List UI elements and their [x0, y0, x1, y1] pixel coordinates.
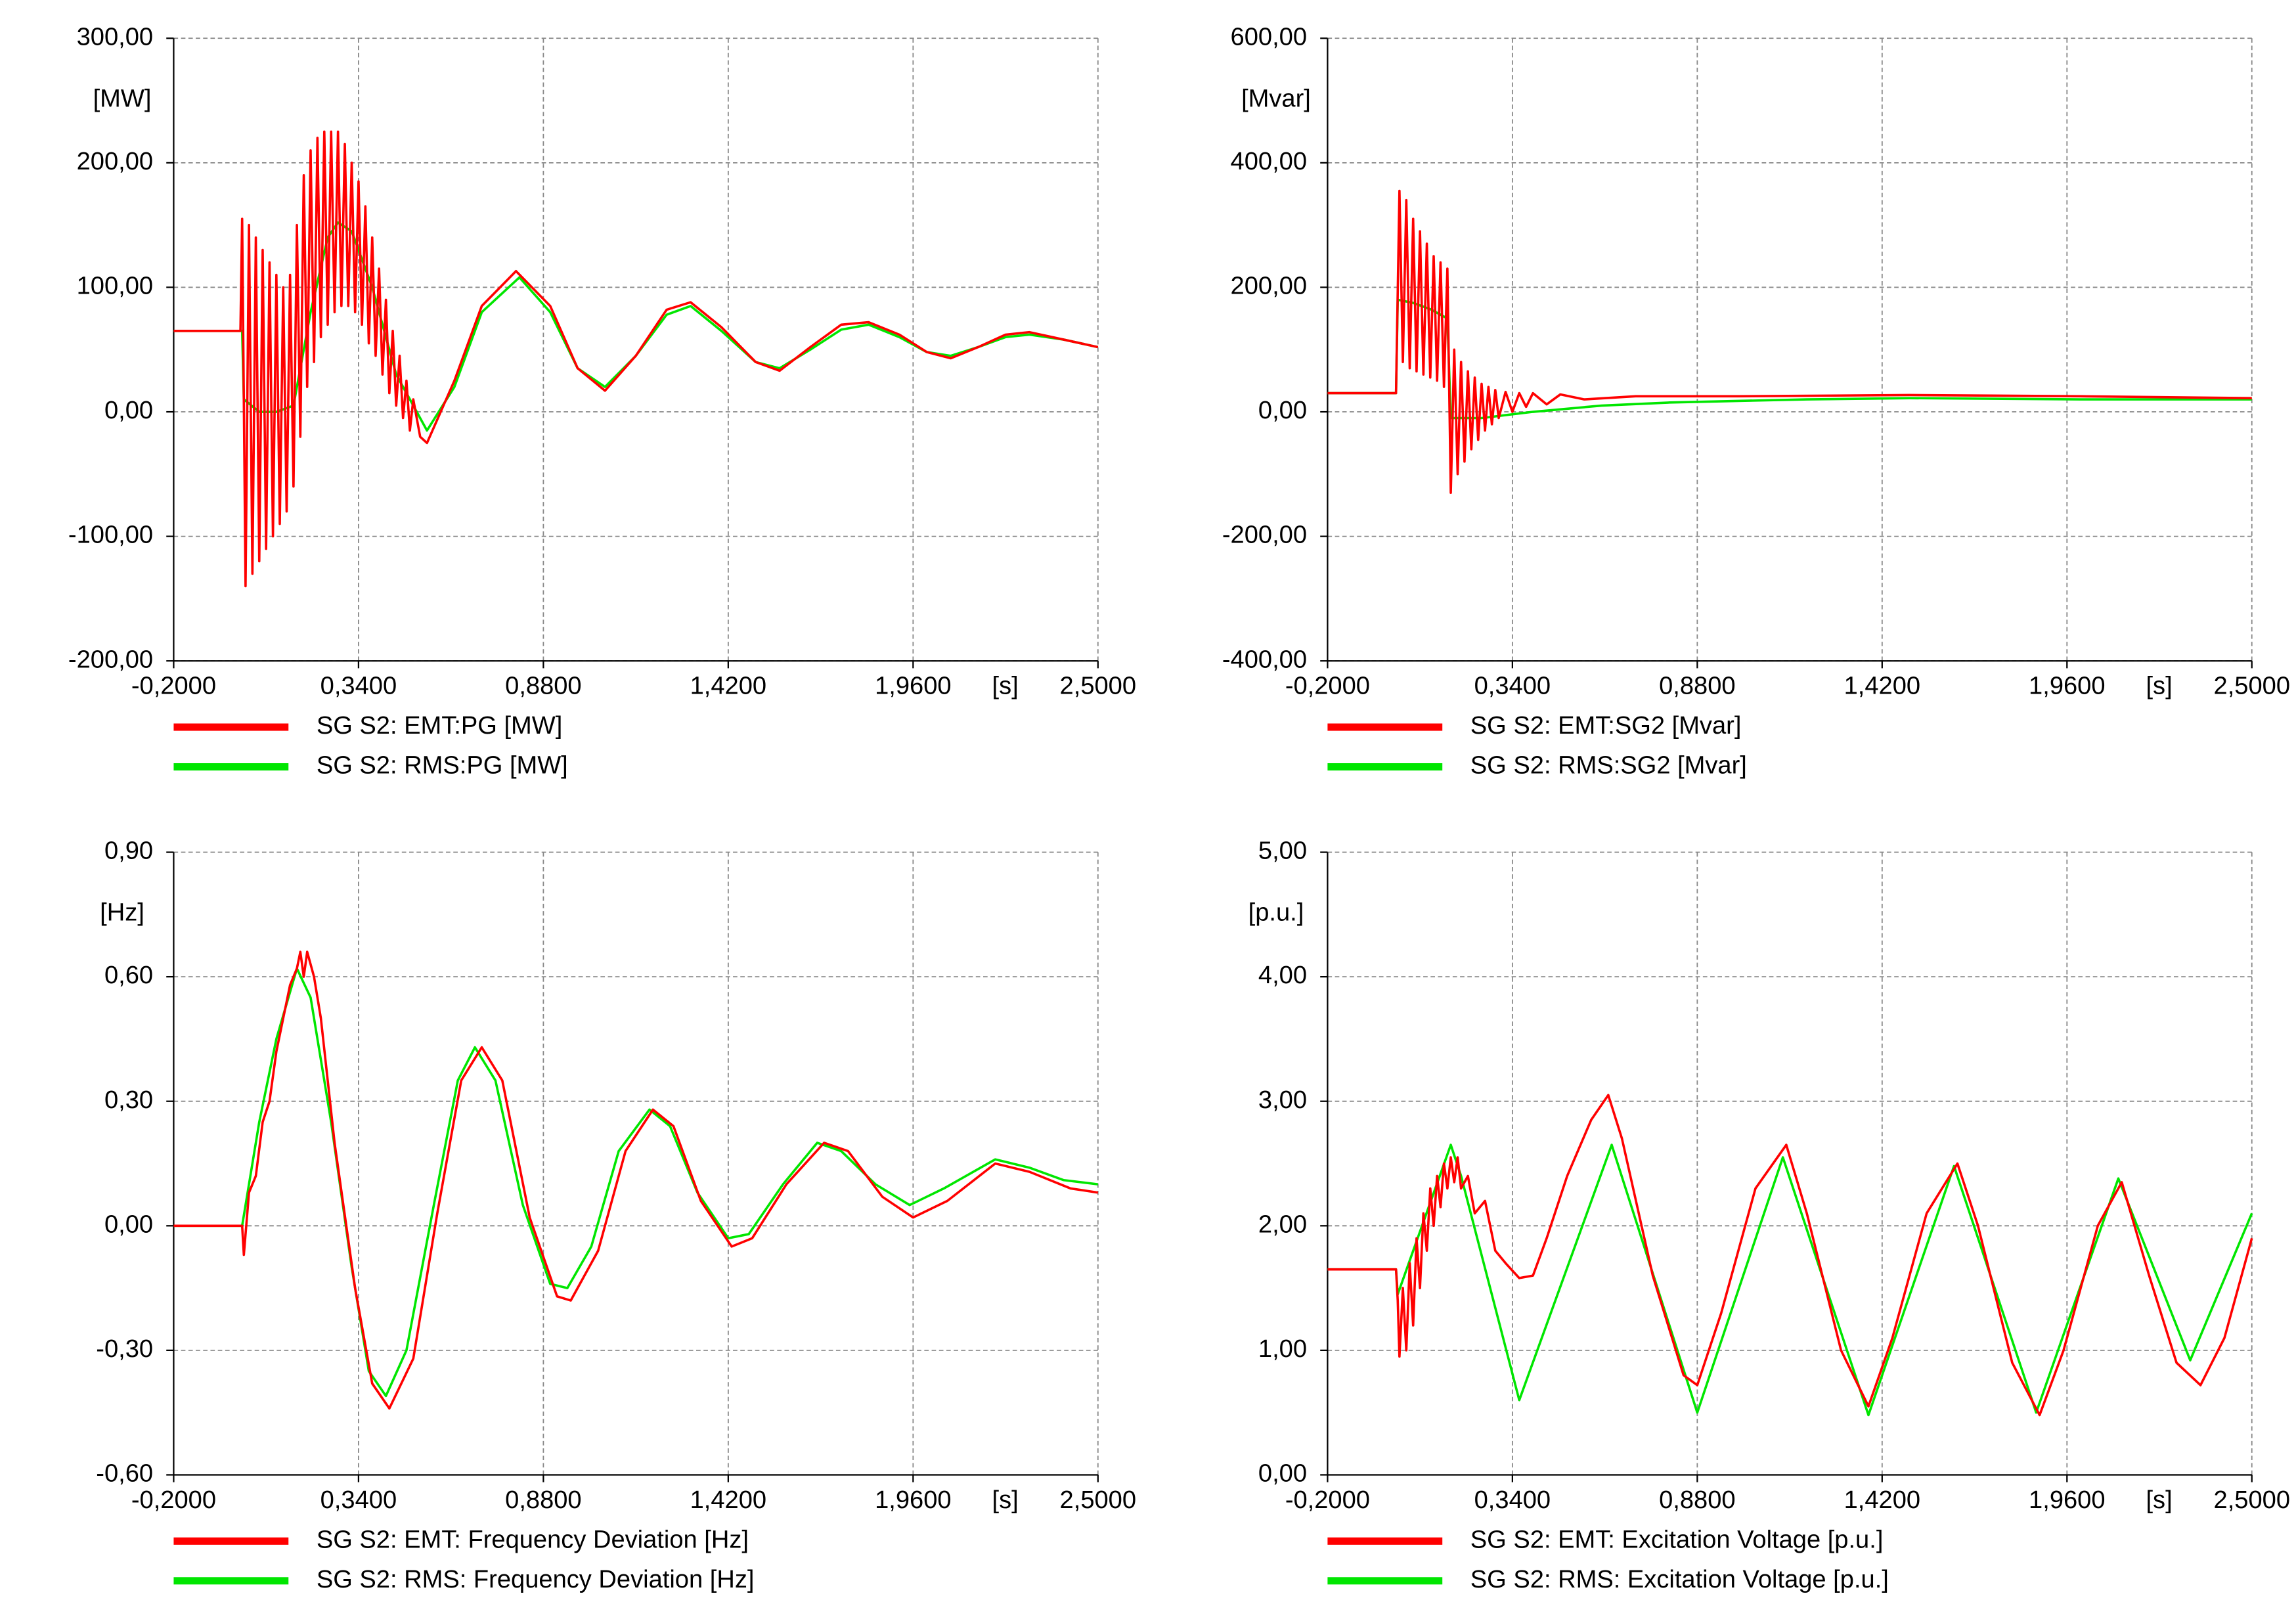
y-tick-label: 0,00 — [1258, 1460, 1307, 1488]
y-tick-label: 200,00 — [77, 148, 153, 175]
x-axis-unit: [s] — [992, 1486, 1019, 1514]
plot: -400,00 -200,00 0,00 200,00 400,00 600,00 -0,2… — [1222, 23, 2290, 779]
x-tick-label: 1,4200 — [1844, 1486, 1920, 1514]
plot: 0,00 1,00 2,00 3,00 4,00 5,00 -0,2000 0,3400 0,8… — [1248, 837, 2290, 1593]
y-tick-label: 0,00 — [104, 397, 153, 424]
x-tick-label: 1,4200 — [690, 673, 766, 700]
x-tick-label: 2,5000 — [1060, 673, 1136, 700]
y-tick-label: -100,00 — [68, 522, 153, 549]
y-tick-label: 0,00 — [104, 1210, 153, 1238]
x-tick-label: 0,8800 — [505, 673, 581, 700]
y-tick-label: 0,30 — [104, 1086, 153, 1114]
legend-label: SG S2: EMT:SG2 [Mvar] — [1470, 712, 1742, 740]
plot: -0,60 -0,30 0,00 0,30 0,60 0,90 -0,2000 0,3400 0… — [96, 837, 1136, 1593]
x-axis-unit: [s] — [2146, 673, 2172, 700]
legend-label: SG S2: EMT: Frequency Deviation [Hz] — [317, 1526, 749, 1553]
series-line — [173, 967, 1099, 1398]
y-tick-label: 2,00 — [1258, 1210, 1307, 1238]
x-tick-label: 1,9600 — [875, 673, 951, 700]
legend-label: SG S2: RMS: Excitation Voltage [p.u.] — [1470, 1566, 1889, 1593]
x-tick-label: 1,9600 — [875, 1486, 951, 1514]
x-tick-label: 1,4200 — [690, 1486, 766, 1514]
x-tick-label: 0,8800 — [505, 1486, 581, 1514]
y-tick-label: -200,00 — [1222, 522, 1307, 549]
x-tick-label: 2,5000 — [1060, 1486, 1136, 1514]
x-tick-label: 0,3400 — [1474, 673, 1551, 700]
x-tick-label: 2,5000 — [2214, 673, 2290, 700]
x-tick-label: -0,2000 — [1285, 1486, 1370, 1514]
series-line — [1327, 1094, 2253, 1417]
y-tick-label: -200,00 — [68, 646, 153, 673]
x-tick-label: 0,8800 — [1659, 673, 1735, 700]
series-line — [173, 130, 1099, 588]
x-tick-label: 0,8800 — [1659, 1486, 1735, 1514]
legend-label: SG S2: RMS:SG2 [Mvar] — [1470, 752, 1747, 780]
y-tick-label: -0,30 — [96, 1335, 153, 1363]
x-tick-label: -0,2000 — [1285, 673, 1370, 700]
x-tick-label: 0,3400 — [320, 1486, 397, 1514]
legend-label: SG S2: RMS:PG [MW] — [317, 752, 568, 780]
y-tick-label: 400,00 — [1231, 148, 1307, 175]
x-tick-label: 1,9600 — [2029, 673, 2105, 700]
y-tick-label: 5,00 — [1258, 837, 1307, 865]
y-axis-unit: [Mvar] — [1241, 85, 1311, 112]
y-tick-label: -400,00 — [1222, 646, 1307, 673]
x-tick-label: -0,2000 — [131, 1486, 216, 1514]
x-axis-unit: [s] — [992, 673, 1019, 700]
x-tick-label: 1,9600 — [2029, 1486, 2105, 1514]
series-line — [1327, 298, 2252, 420]
legend-label: SG S2: RMS: Frequency Deviation [Hz] — [317, 1566, 755, 1593]
x-tick-label: 2,5000 — [2214, 1486, 2290, 1514]
x-tick-label: 0,3400 — [1474, 1486, 1551, 1514]
y-tick-label: 0,60 — [104, 962, 153, 989]
legend-label: SG S2: EMT:PG [MW] — [317, 712, 562, 740]
series-line — [173, 950, 1099, 1410]
y-tick-label: 200,00 — [1231, 273, 1307, 300]
y-tick-label: 0,00 — [1258, 397, 1307, 424]
series-line — [1327, 189, 2252, 495]
plot: -200,00 -100,00 0,00 100,00 200,00 300,00 -0,2… — [68, 23, 1136, 779]
series-line — [1327, 1144, 2253, 1417]
y-axis-unit: [MW] — [93, 85, 152, 112]
y-tick-label: 0,90 — [104, 837, 153, 865]
y-axis-unit: [p.u.] — [1248, 899, 1304, 927]
legend-label: SG S2: EMT: Excitation Voltage [p.u.] — [1470, 1526, 1884, 1553]
y-tick-label: 300,00 — [77, 23, 153, 51]
y-tick-label: 600,00 — [1231, 23, 1307, 51]
y-tick-label: 100,00 — [77, 273, 153, 300]
x-tick-label: 1,4200 — [1844, 673, 1920, 700]
y-tick-label: 4,00 — [1258, 962, 1307, 989]
y-tick-label: 1,00 — [1258, 1335, 1307, 1363]
x-axis-unit: [s] — [2146, 1486, 2172, 1514]
x-tick-label: -0,2000 — [131, 673, 216, 700]
y-tick-label: 3,00 — [1258, 1086, 1307, 1114]
x-tick-label: 0,3400 — [320, 673, 397, 700]
y-axis-unit: [Hz] — [100, 899, 144, 927]
y-tick-label: -0,60 — [96, 1460, 153, 1488]
